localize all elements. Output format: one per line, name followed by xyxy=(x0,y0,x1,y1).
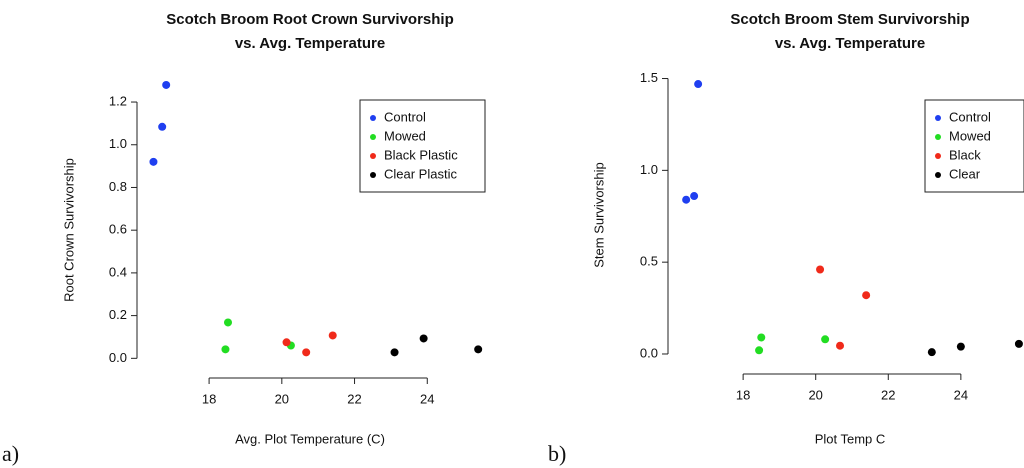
point xyxy=(390,348,399,357)
x-tick-label: 22 xyxy=(881,387,895,402)
x-tick-label: 24 xyxy=(420,391,434,406)
y-axis-label: Stem Survivorship xyxy=(591,162,606,267)
point xyxy=(694,80,703,89)
x-tick-label: 20 xyxy=(808,387,822,402)
legend-marker xyxy=(935,134,941,140)
point xyxy=(682,195,691,204)
legend-marker xyxy=(935,172,941,178)
point xyxy=(862,291,871,300)
legend-label: Mowed xyxy=(384,128,426,143)
point xyxy=(282,338,291,347)
chart-title: Scotch Broom Stem Survivorship xyxy=(730,11,969,28)
legend-marker xyxy=(370,134,376,140)
y-axis-label: Root Crown Survivorship xyxy=(61,158,76,302)
chart-title: vs. Avg. Temperature xyxy=(235,35,385,52)
point xyxy=(221,345,230,354)
x-axis-label: Avg. Plot Temperature (C) xyxy=(235,431,385,446)
legend-marker xyxy=(370,115,376,121)
point xyxy=(1014,339,1023,348)
point xyxy=(162,80,171,89)
point xyxy=(419,334,428,343)
x-tick-label: 20 xyxy=(275,391,289,406)
chart-title: Scotch Broom Root Crown Survivorship xyxy=(166,11,454,28)
point xyxy=(690,192,699,201)
point xyxy=(474,345,483,354)
point xyxy=(224,318,232,327)
y-tick-label: 0.8 xyxy=(109,179,127,194)
y-tick-label: 0.2 xyxy=(109,307,127,322)
legend-label: Mowed xyxy=(949,128,991,143)
x-tick-label: 18 xyxy=(736,387,750,402)
y-tick-label: 0.5 xyxy=(640,254,658,269)
point xyxy=(757,333,766,342)
panel-label: a) xyxy=(2,441,19,466)
point xyxy=(816,265,825,274)
point xyxy=(755,346,764,355)
legend-label: Black xyxy=(949,147,981,162)
y-tick-label: 1.0 xyxy=(640,162,658,177)
legend-marker xyxy=(370,172,376,178)
legend-label: Control xyxy=(384,109,426,124)
x-axis-label: Plot Temp C xyxy=(815,431,886,446)
y-tick-label: 0.4 xyxy=(109,264,127,279)
point xyxy=(836,341,845,350)
legend-marker xyxy=(370,153,376,159)
panel-label: b) xyxy=(548,441,566,466)
point xyxy=(821,335,830,344)
point xyxy=(302,348,311,357)
chart-title: vs. Avg. Temperature xyxy=(775,35,925,52)
legend-box xyxy=(924,99,1024,193)
legend-label: Black Plastic xyxy=(384,147,458,162)
y-tick-label: 0.0 xyxy=(109,350,127,365)
x-tick-label: 22 xyxy=(347,391,361,406)
y-tick-label: 1.5 xyxy=(640,70,658,85)
point xyxy=(328,331,337,340)
point xyxy=(956,342,965,351)
point xyxy=(158,122,167,131)
y-tick-label: 1.2 xyxy=(109,93,127,108)
point xyxy=(149,157,158,166)
legend-marker xyxy=(935,153,941,159)
y-tick-label: 1.0 xyxy=(109,136,127,151)
legend-label: Control xyxy=(949,109,991,124)
legend-marker xyxy=(935,115,941,121)
x-tick-label: 18 xyxy=(202,391,216,406)
point xyxy=(927,348,936,357)
legend-label: Clear xyxy=(949,166,981,181)
y-tick-label: 0.0 xyxy=(640,345,658,360)
legend-box xyxy=(359,99,486,193)
legend-label: Clear Plastic xyxy=(384,166,457,181)
x-tick-label: 24 xyxy=(954,387,968,402)
y-tick-label: 0.6 xyxy=(109,222,127,237)
